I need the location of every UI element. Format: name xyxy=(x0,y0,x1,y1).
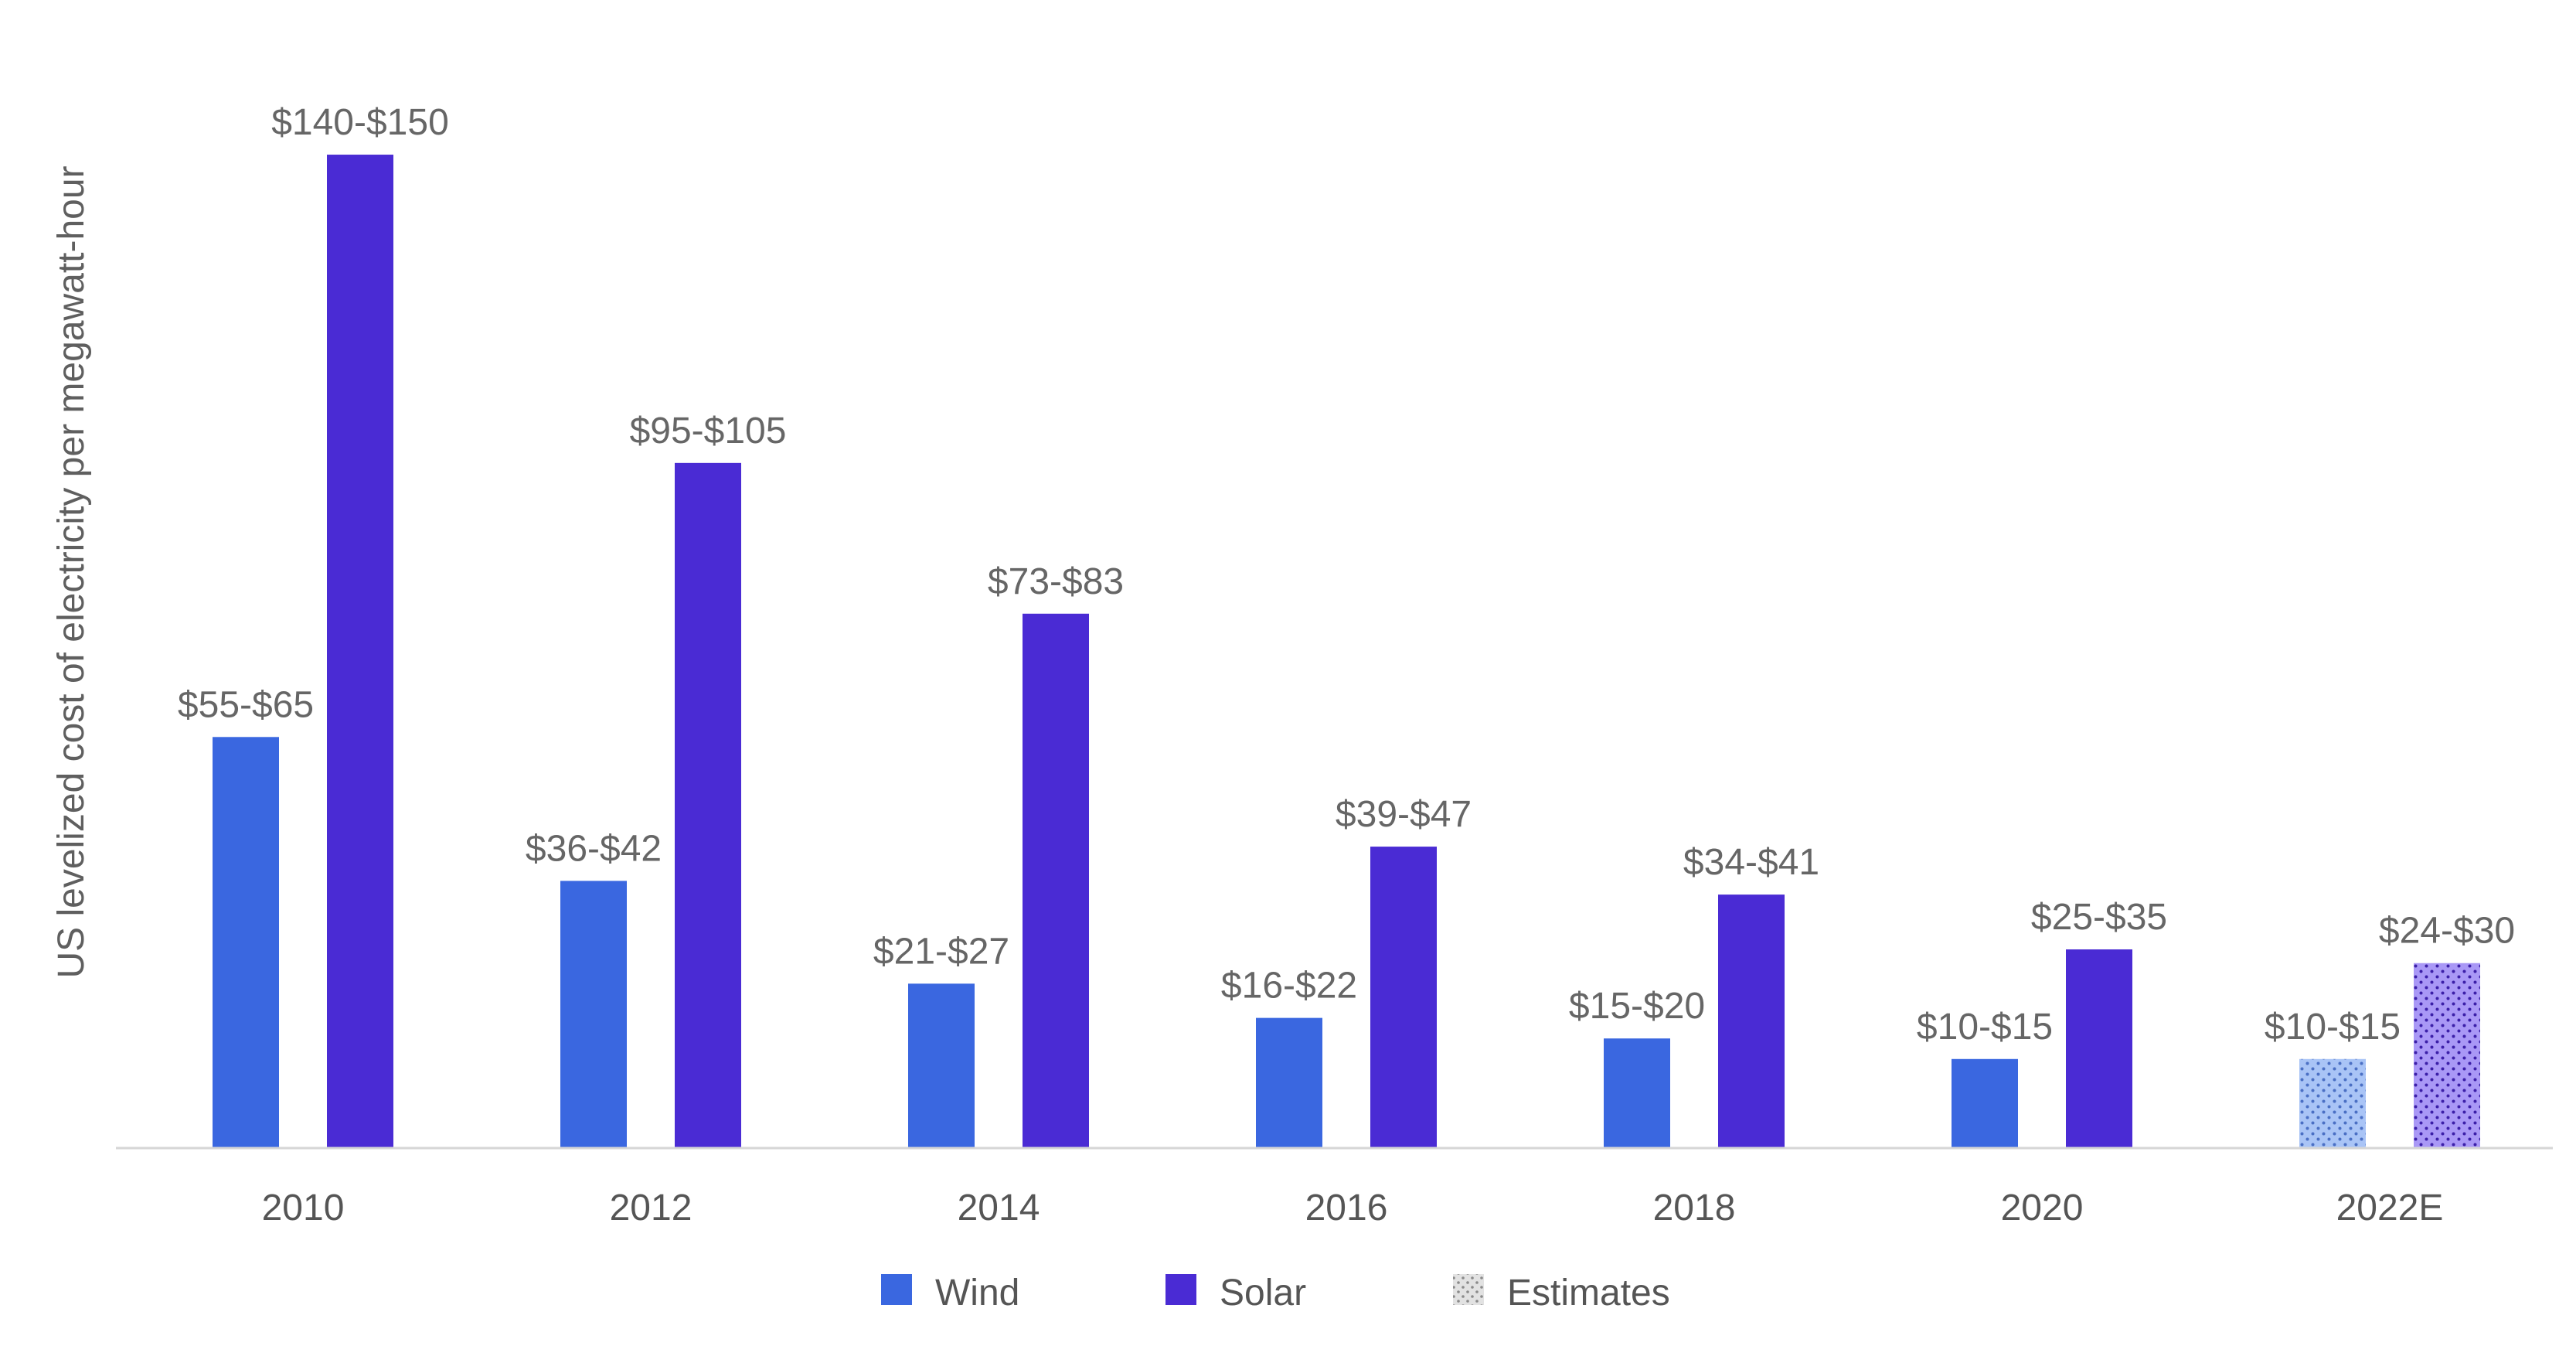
legend-item-wind: Wind xyxy=(881,1273,1019,1314)
x-tick-label-2018: 2018 xyxy=(1653,1188,1736,1228)
bar-solar-2018 xyxy=(1718,894,1785,1148)
x-tick-label-2022e: 2022E xyxy=(2336,1188,2444,1228)
data-label-wind-2016: $16-$22 xyxy=(1221,966,1357,1007)
x-tick-label-2020: 2020 xyxy=(2001,1188,2084,1228)
legend-label-estimates: Estimates xyxy=(1507,1273,1670,1314)
bar-wind-2014 xyxy=(908,983,975,1148)
bar-wind-2022e xyxy=(2299,1058,2366,1148)
bar-wind-2010 xyxy=(213,737,279,1148)
legend-item-solar: Solar xyxy=(1165,1273,1306,1314)
bar-wind-2016 xyxy=(1256,1017,1322,1148)
legend-label-solar: Solar xyxy=(1220,1273,1306,1314)
data-label-solar-2018: $34-$41 xyxy=(1683,842,1819,883)
bar-wind-2012 xyxy=(560,881,627,1148)
bars-layer xyxy=(213,155,2480,1148)
x-axis-ticks: 2010 2012 2014 2016 2018 2020 2022E xyxy=(262,1188,2444,1228)
legend-item-estimates: Estimates xyxy=(1453,1273,1670,1314)
data-label-wind-2012: $36-$42 xyxy=(526,828,662,869)
data-label-solar-2014: $73-$83 xyxy=(988,561,1124,602)
data-label-solar-2010: $140-$150 xyxy=(271,102,449,143)
x-tick-label-2014: 2014 xyxy=(958,1188,1040,1228)
data-label-wind-2014: $21-$27 xyxy=(873,931,1009,972)
legend-swatch-solar xyxy=(1165,1274,1196,1305)
y-axis-title: US levelized cost of electricity per meg… xyxy=(51,165,92,978)
bar-solar-2022e xyxy=(2414,963,2480,1148)
legend-label-wind: Wind xyxy=(935,1273,1019,1314)
x-tick-label-2010: 2010 xyxy=(262,1188,345,1228)
x-tick-label-2012: 2012 xyxy=(610,1188,692,1228)
bar-solar-2012 xyxy=(675,462,741,1148)
data-labels-layer: $55-$65 $140-$150 $36-$42 $95-$105 $21-$27 $7… xyxy=(178,102,2515,1048)
bar-wind-2018 xyxy=(1604,1038,1670,1148)
bar-wind-2020 xyxy=(1952,1058,2018,1148)
data-label-wind-2010: $55-$65 xyxy=(178,684,314,725)
legend: Wind Solar Estimates xyxy=(881,1273,1670,1314)
data-label-wind-2022e: $10-$15 xyxy=(2265,1007,2401,1048)
bar-solar-2010 xyxy=(327,155,393,1148)
data-label-wind-2018: $15-$20 xyxy=(1569,986,1705,1027)
legend-swatch-wind xyxy=(881,1274,912,1305)
data-label-solar-2012: $95-$105 xyxy=(630,411,787,452)
data-label-solar-2016: $39-$47 xyxy=(1336,794,1472,835)
bar-solar-2016 xyxy=(1370,847,1437,1148)
x-tick-label-2016: 2016 xyxy=(1305,1188,1388,1228)
data-label-wind-2020: $10-$15 xyxy=(1917,1007,2053,1048)
bar-solar-2020 xyxy=(2066,949,2132,1148)
legend-swatch-estimates xyxy=(1453,1274,1484,1305)
data-label-solar-2020: $25-$35 xyxy=(2031,897,2167,938)
bar-solar-2014 xyxy=(1023,613,1089,1148)
data-label-solar-2022e: $24-$30 xyxy=(2379,911,2515,952)
